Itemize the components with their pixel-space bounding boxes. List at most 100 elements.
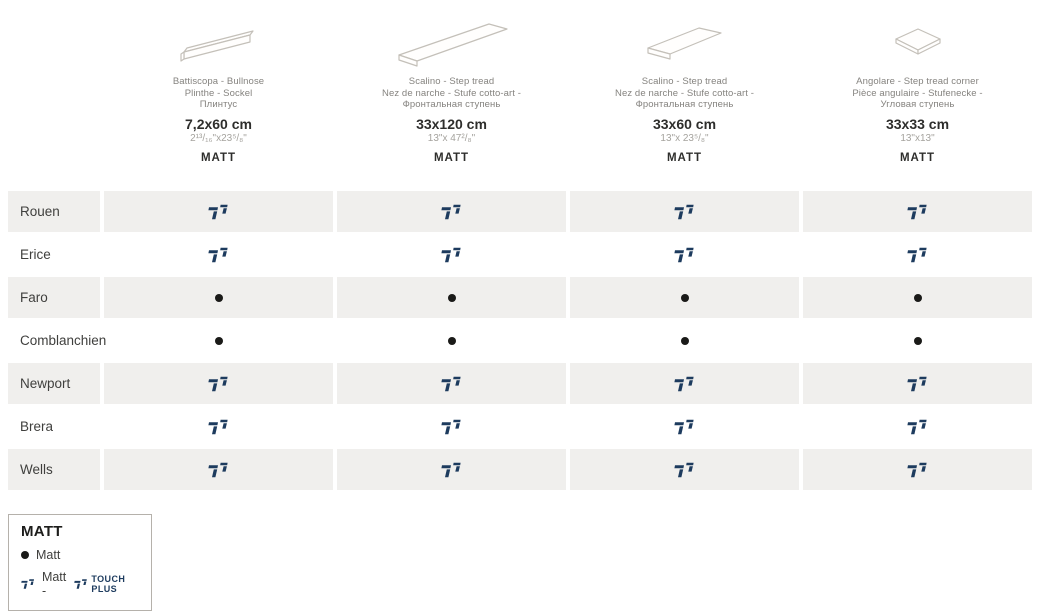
touch-plus-icon	[441, 204, 462, 220]
size-inches: 13"x13"	[900, 133, 935, 144]
step-tread-long-icon	[337, 10, 566, 76]
table-row: Brera	[8, 406, 1040, 447]
product-header-battiscopa: Battiscopa - Bullnose Plinthe - Sockel П…	[104, 10, 333, 164]
size-inches: 2¹³/₁₆"x23⁵/₈"	[190, 133, 247, 144]
finish-label: MATT	[433, 152, 470, 164]
product-names: Battiscopa - Bullnose Plinthe - Sockel П…	[172, 76, 265, 110]
matt-dot-icon	[447, 293, 456, 302]
matt-dot-icon	[913, 293, 922, 302]
availability-cell	[104, 406, 333, 447]
table-row: Wells	[8, 449, 1040, 490]
table-row: Newport	[8, 363, 1040, 404]
availability-cell	[803, 234, 1032, 275]
touch-plus-icon	[674, 376, 695, 392]
availability-cell	[337, 191, 566, 232]
series-label: Wells	[8, 449, 100, 490]
touch-plus-icon	[441, 462, 462, 478]
touch-plus-icon	[907, 247, 928, 263]
size-cm: 33x120 cm	[416, 116, 487, 132]
table-row: Rouen	[8, 191, 1040, 232]
availability-cell	[337, 277, 566, 318]
touch-plus-icon	[208, 204, 229, 220]
availability-cell	[803, 363, 1032, 404]
availability-cell	[570, 234, 799, 275]
availability-table: Rouen Erice Faro Comblanchien	[8, 191, 1040, 490]
touch-plus-icon	[208, 376, 229, 392]
touch-plus-brand: TOUCH PLUS	[74, 574, 139, 594]
touch-plus-icon	[21, 577, 35, 591]
series-label: Comblanchien	[20, 333, 107, 348]
availability-cell	[104, 191, 333, 232]
touch-plus-icon	[208, 419, 229, 435]
availability-cell	[803, 191, 1032, 232]
product-names: Scalino - Step tread Nez de narche - Stu…	[382, 76, 521, 110]
corner-step-tile-icon	[803, 10, 1032, 76]
matt-dot-icon	[214, 293, 223, 302]
touch-plus-icon	[907, 462, 928, 478]
finish-label: MATT	[200, 152, 237, 164]
touch-plus-icon	[441, 247, 462, 263]
series-label: Newport	[8, 363, 100, 404]
matt-dot-icon	[447, 336, 456, 345]
table-row: Erice	[8, 234, 1040, 275]
availability-cell	[104, 234, 333, 275]
availability-cell	[803, 449, 1032, 490]
availability-cell	[337, 406, 566, 447]
availability-cell	[803, 406, 1032, 447]
touch-plus-icon	[674, 462, 695, 478]
availability-cell	[570, 449, 799, 490]
table-header: Battiscopa - Bullnose Plinthe - Sockel П…	[8, 10, 1040, 164]
touch-plus-icon	[674, 419, 695, 435]
availability-cell	[803, 320, 1032, 361]
header-spacer	[8, 10, 100, 164]
product-names: Scalino - Step tread Nez de narche - Stu…	[615, 76, 754, 110]
availability-cell	[570, 320, 799, 361]
availability-cell	[337, 234, 566, 275]
matt-dot-icon	[214, 336, 223, 345]
touch-plus-icon	[674, 247, 695, 263]
legend-item-touch-plus: Matt - TOUCH PLUS	[21, 570, 139, 598]
skirting-tile-icon	[104, 10, 333, 76]
table-row: Faro	[8, 277, 1040, 318]
size-inches: 13"x 47²/₈"	[427, 133, 476, 144]
series-label: Erice	[20, 247, 51, 262]
matt-dot-icon	[913, 336, 922, 345]
touch-plus-icon	[441, 376, 462, 392]
size-cm: 33x60 cm	[652, 116, 717, 132]
availability-cell	[104, 320, 333, 361]
finish-label: MATT	[666, 152, 703, 164]
availability-cell	[104, 363, 333, 404]
series-label: Faro	[8, 277, 100, 318]
finish-legend: MATT Matt Matt - TOUCH PLUS	[8, 514, 152, 611]
availability-cell	[803, 277, 1032, 318]
product-header-scalino-120: Scalino - Step tread Nez de narche - Stu…	[337, 10, 566, 164]
availability-cell	[570, 363, 799, 404]
series-label: Brera	[20, 419, 54, 434]
matt-dot-icon	[21, 551, 29, 559]
availability-cell	[104, 449, 333, 490]
legend-title: MATT	[21, 523, 63, 540]
touch-plus-icon	[74, 577, 88, 591]
product-header-angolare: Angolare - Step tread corner Pièce angul…	[803, 10, 1032, 164]
availability-cell	[570, 191, 799, 232]
product-header-scalino-60: Scalino - Step tread Nez de narche - Stu…	[570, 10, 799, 164]
availability-cell	[337, 449, 566, 490]
touch-plus-icon	[907, 376, 928, 392]
matt-dot-icon	[680, 336, 689, 345]
size-cm: 33x33 cm	[885, 116, 950, 132]
touch-plus-icon	[907, 419, 928, 435]
availability-cell	[337, 363, 566, 404]
touch-plus-icon	[907, 204, 928, 220]
size-cm: 7,2x60 cm	[185, 116, 252, 132]
touch-plus-icon	[674, 204, 695, 220]
matt-dot-icon	[680, 293, 689, 302]
series-label: Rouen	[8, 191, 100, 232]
touch-plus-icon	[208, 462, 229, 478]
finish-label: MATT	[899, 152, 936, 164]
availability-cell	[570, 277, 799, 318]
table-row: Comblanchien	[8, 320, 1040, 361]
legend-item-matt: Matt	[21, 548, 139, 562]
step-tread-icon	[570, 10, 799, 76]
size-inches: 13"x 23⁵/₈"	[660, 133, 709, 144]
